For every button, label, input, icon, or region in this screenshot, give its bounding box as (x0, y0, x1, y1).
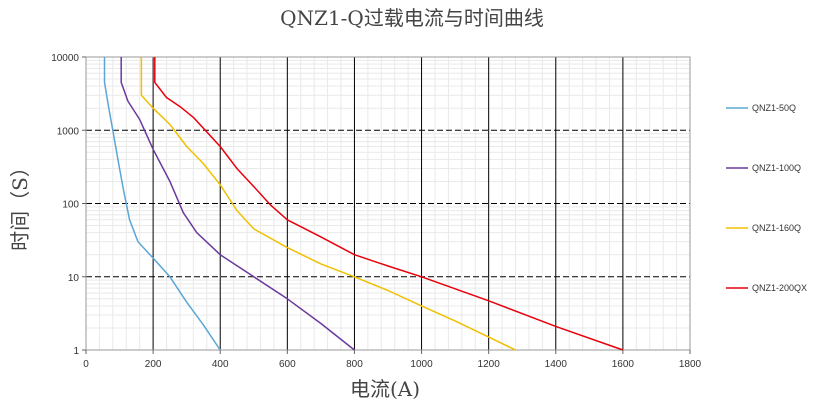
series-line-qnz1-50q (103, 57, 221, 351)
x-tick-label: 0 (83, 359, 89, 370)
x-tick-label: 1800 (679, 359, 702, 370)
x-tick-label: 200 (145, 359, 162, 370)
y-tick-label: 100 (62, 200, 79, 211)
y-axis-ticks: 1 10 100 1000 10000 (51, 53, 86, 357)
legend-label: QNZ1-100Q (752, 163, 801, 173)
x-axis-ticks: 0 200 400 600 800 1000 1200 1400 1600 1800 (83, 350, 702, 370)
series-line-qnz1-100q (120, 57, 355, 351)
legend: QNZ1-50Q QNZ1-100Q QNZ1-160Q QNZ1-200QX (726, 103, 807, 293)
legend-label: QNZ1-160Q (752, 223, 801, 233)
x-axis-label: 电流(A) (350, 377, 420, 401)
legend-label: QNZ1-50Q (752, 103, 796, 113)
plot-grid (85, 56, 691, 351)
x-tick-label: 600 (279, 359, 296, 370)
y-tick-label: 10000 (51, 53, 79, 64)
x-tick-label: 1600 (612, 359, 635, 370)
x-tick-label: 1400 (545, 359, 568, 370)
series-line-qnz1-160q (140, 57, 516, 351)
series-line-qnz1-200qx (154, 57, 624, 351)
y-tick-label: 1000 (57, 126, 80, 137)
x-tick-label: 800 (346, 359, 363, 370)
y-tick-label: 1 (73, 346, 79, 357)
x-tick-label: 1000 (410, 359, 433, 370)
legend-label: QNZ1-200QX (752, 283, 807, 293)
x-tick-label: 400 (212, 359, 229, 370)
x-tick-label: 1200 (478, 359, 501, 370)
chart-title: QNZ1-Q过载电流与时间曲线 (280, 6, 544, 30)
y-tick-label: 10 (68, 273, 80, 284)
plot-series (103, 57, 624, 351)
y-axis-label: 时间（S） (8, 157, 32, 251)
